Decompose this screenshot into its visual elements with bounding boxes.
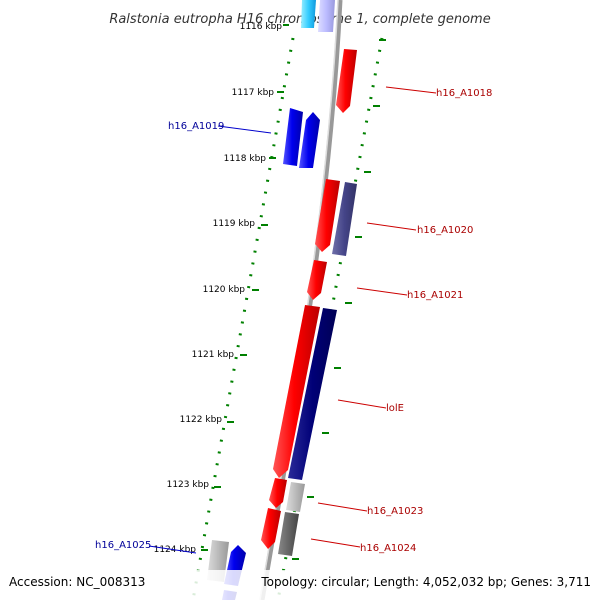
gene-label-h16-a1019[interactable]: h16_A1019 <box>168 121 224 132</box>
kbp-label-1121: 1121 kbp <box>192 350 235 360</box>
kbp-label-1118: 1118 kbp <box>224 154 267 164</box>
kbp-label-1119: 1119 kbp <box>213 219 256 229</box>
gene-arrow-h16-a1023[interactable] <box>286 482 305 512</box>
gene-label-h16-a1021[interactable]: h16_A1021 <box>407 290 463 301</box>
map-title: Ralstonia eutropha H16 chromosome 1, com… <box>109 12 490 27</box>
gene-arrow-lolE[interactable] <box>273 305 320 478</box>
gene-arrow-h16-a1024[interactable] <box>278 512 299 556</box>
gene-arrow-h16-a1020[interactable] <box>315 179 340 252</box>
kbp-label-1117: 1117 kbp <box>232 88 275 98</box>
gene-label-h16-a1020[interactable]: h16_A1020 <box>417 225 473 236</box>
kbp-label-1120: 1120 kbp <box>203 285 246 295</box>
gene-label-lolE[interactable]: lolE <box>386 403 404 414</box>
callout-lines <box>148 86 437 554</box>
gene-arrow-small-red-1[interactable] <box>269 478 287 508</box>
gene-arrow-h16-a1021[interactable] <box>307 260 327 300</box>
gene-arrow-top-lightblue[interactable] <box>301 0 316 28</box>
gene-arrow-slate[interactable] <box>332 182 357 256</box>
gene-arrow-h16-a1019[interactable] <box>283 108 303 166</box>
gene-label-h16-a1018[interactable]: h16_A1018 <box>436 88 492 99</box>
kbp-label-1123: 1123 kbp <box>167 480 210 490</box>
gene-arrow-small-red-2[interactable] <box>261 508 281 549</box>
kbp-label-1116: 1116 kbp <box>240 22 283 32</box>
gene-arrow-forward-blue-2[interactable] <box>299 112 320 168</box>
kbp-label-1122: 1122 kbp <box>180 415 223 425</box>
gene-label-h16-a1023[interactable]: h16_A1023 <box>367 506 423 517</box>
kbp-ticks <box>201 24 386 560</box>
gene-arrow-top-lavender[interactable] <box>318 0 335 32</box>
genome-summary-text: Topology: circular; Length: 4,052,032 bp… <box>260 575 591 589</box>
gene-arrow-h16-a1018[interactable] <box>336 49 357 113</box>
gene-arrow-navy[interactable] <box>288 308 337 480</box>
gene-label-h16-a1025[interactable]: h16_A1025 <box>95 540 151 551</box>
accession-text: Accession: NC_008313 <box>9 575 145 589</box>
gene-label-h16-a1024[interactable]: h16_A1024 <box>360 543 416 554</box>
